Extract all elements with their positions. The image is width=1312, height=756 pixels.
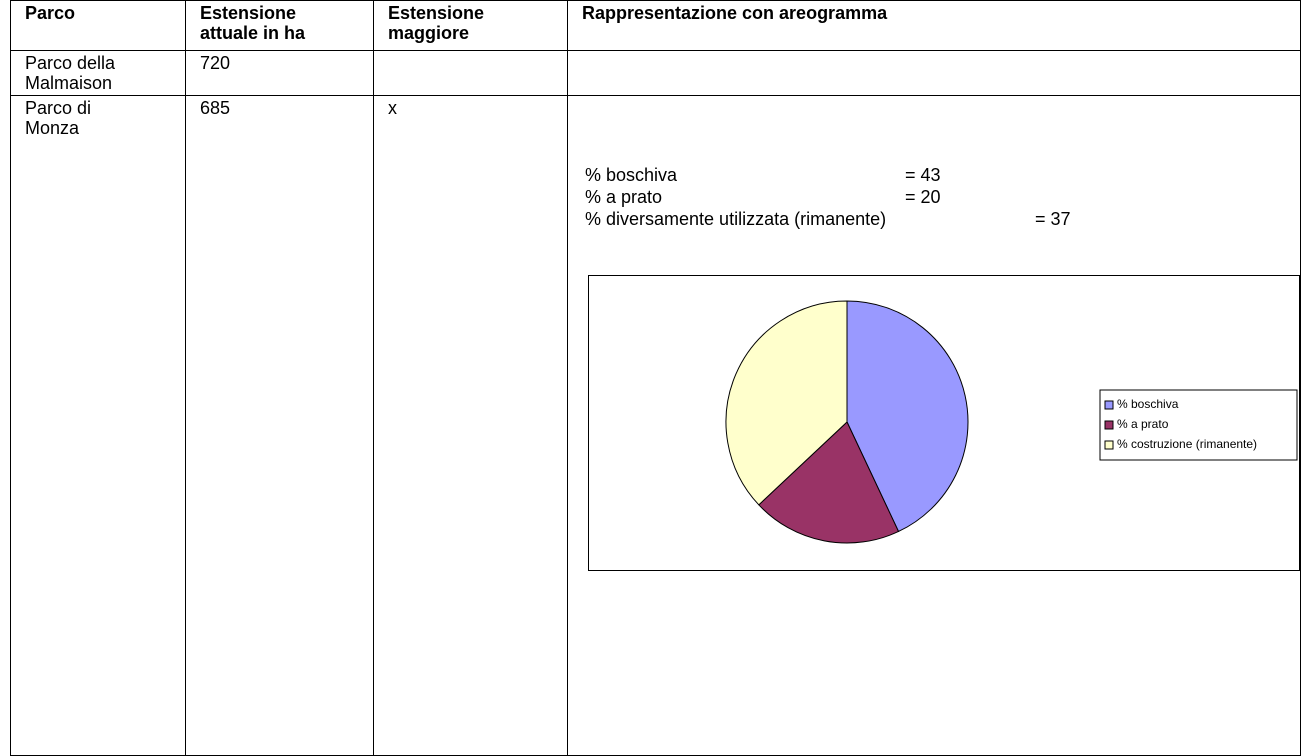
note-value: = 43 — [905, 165, 941, 185]
park-name: Parco della Malmaison — [25, 53, 116, 93]
header-row: Parco Estensione attuale in ha Estension… — [10, 0, 1301, 51]
area: 720 — [200, 53, 231, 73]
header-text: Estensione attuale in ha — [200, 3, 306, 43]
header-cell: Rappresentazione con areogramma — [567, 0, 1301, 51]
legend-label: % a prato — [1117, 417, 1169, 431]
page: Parco Estensione attuale in ha Estension… — [10, 0, 1301, 756]
park-name: Parco di Monza — [25, 98, 92, 138]
cell — [373, 50, 568, 96]
header-cell: Estensione attuale in ha — [185, 0, 374, 51]
cell — [567, 50, 1301, 96]
header-cell: Estensione maggiore — [373, 0, 568, 51]
pie-slice — [846, 300, 969, 533]
note-label: % boschiva — [585, 165, 678, 185]
cell: Parco di Monza — [10, 95, 186, 756]
cell: 685 — [185, 95, 374, 756]
legend-box — [1099, 389, 1298, 461]
area: 685 — [200, 98, 231, 118]
mark: x — [388, 98, 397, 118]
pie-chart: % boschiva % a prato % costruzione (rimane… — [588, 275, 1300, 571]
legend-swatch — [1104, 400, 1114, 410]
header-text: Estensione maggiore — [388, 3, 485, 43]
cell: Parco della Malmaison — [10, 50, 186, 96]
row: Parco della Malmaison 720 — [10, 50, 1301, 96]
pie-slice — [758, 421, 900, 544]
header-cell: Parco — [10, 0, 186, 51]
header-text: Rappresentazione con areogramma — [582, 3, 888, 23]
legend-label: % costruzione (rimanente) — [1117, 437, 1257, 451]
note-label: % a prato — [585, 187, 663, 207]
header-text: Parco — [25, 3, 76, 23]
legend-label: % boschiva — [1117, 397, 1179, 411]
pie-slice — [725, 300, 848, 506]
note-value: = 37 — [1035, 209, 1071, 229]
note-value: = 20 — [905, 187, 941, 207]
legend-swatch — [1104, 440, 1114, 450]
cell: 720 — [185, 50, 374, 96]
note-label: % diversamente utilizzata (rimanente) — [585, 209, 887, 229]
cell: x — [373, 95, 568, 756]
legend-swatch — [1104, 420, 1114, 430]
